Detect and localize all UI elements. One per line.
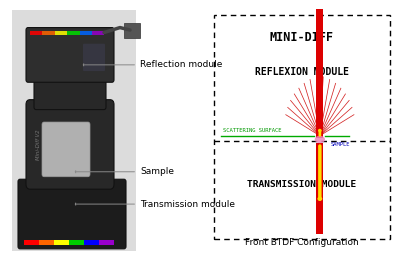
- FancyBboxPatch shape: [26, 27, 114, 82]
- Text: REFLEXION MODULE: REFLEXION MODULE: [255, 67, 349, 77]
- Bar: [69, 240, 84, 245]
- Bar: [67, 31, 80, 35]
- Bar: [24, 240, 39, 245]
- Text: Sample: Sample: [75, 167, 174, 176]
- Bar: [92, 31, 104, 35]
- Text: MINI-DIFF: MINI-DIFF: [270, 31, 334, 44]
- Bar: [99, 240, 114, 245]
- Bar: [316, 143, 324, 234]
- Text: SAMPLE: SAMPLE: [330, 142, 350, 147]
- FancyBboxPatch shape: [26, 100, 114, 189]
- Text: Front BTDF Configuration: Front BTDF Configuration: [245, 238, 359, 247]
- Text: TRANSMISSION MODULE: TRANSMISSION MODULE: [247, 180, 357, 189]
- Ellipse shape: [315, 136, 325, 143]
- FancyBboxPatch shape: [83, 44, 105, 71]
- Bar: [39, 240, 54, 245]
- Bar: [84, 240, 99, 245]
- Text: SCATTERING SURFACE: SCATTERING SURFACE: [223, 128, 282, 133]
- Bar: [12, 10, 136, 251]
- FancyBboxPatch shape: [34, 75, 106, 110]
- Text: Transmission module: Transmission module: [75, 200, 235, 208]
- Bar: [30, 31, 42, 35]
- Bar: [124, 23, 140, 38]
- Bar: [316, 9, 324, 138]
- Bar: [54, 240, 69, 245]
- Bar: [42, 31, 55, 35]
- Bar: [55, 31, 67, 35]
- FancyBboxPatch shape: [42, 122, 90, 177]
- Text: Reflection module: Reflection module: [83, 60, 222, 69]
- Bar: [80, 31, 92, 35]
- Text: Mini-Diff V2: Mini-Diff V2: [36, 129, 42, 160]
- FancyBboxPatch shape: [18, 179, 126, 249]
